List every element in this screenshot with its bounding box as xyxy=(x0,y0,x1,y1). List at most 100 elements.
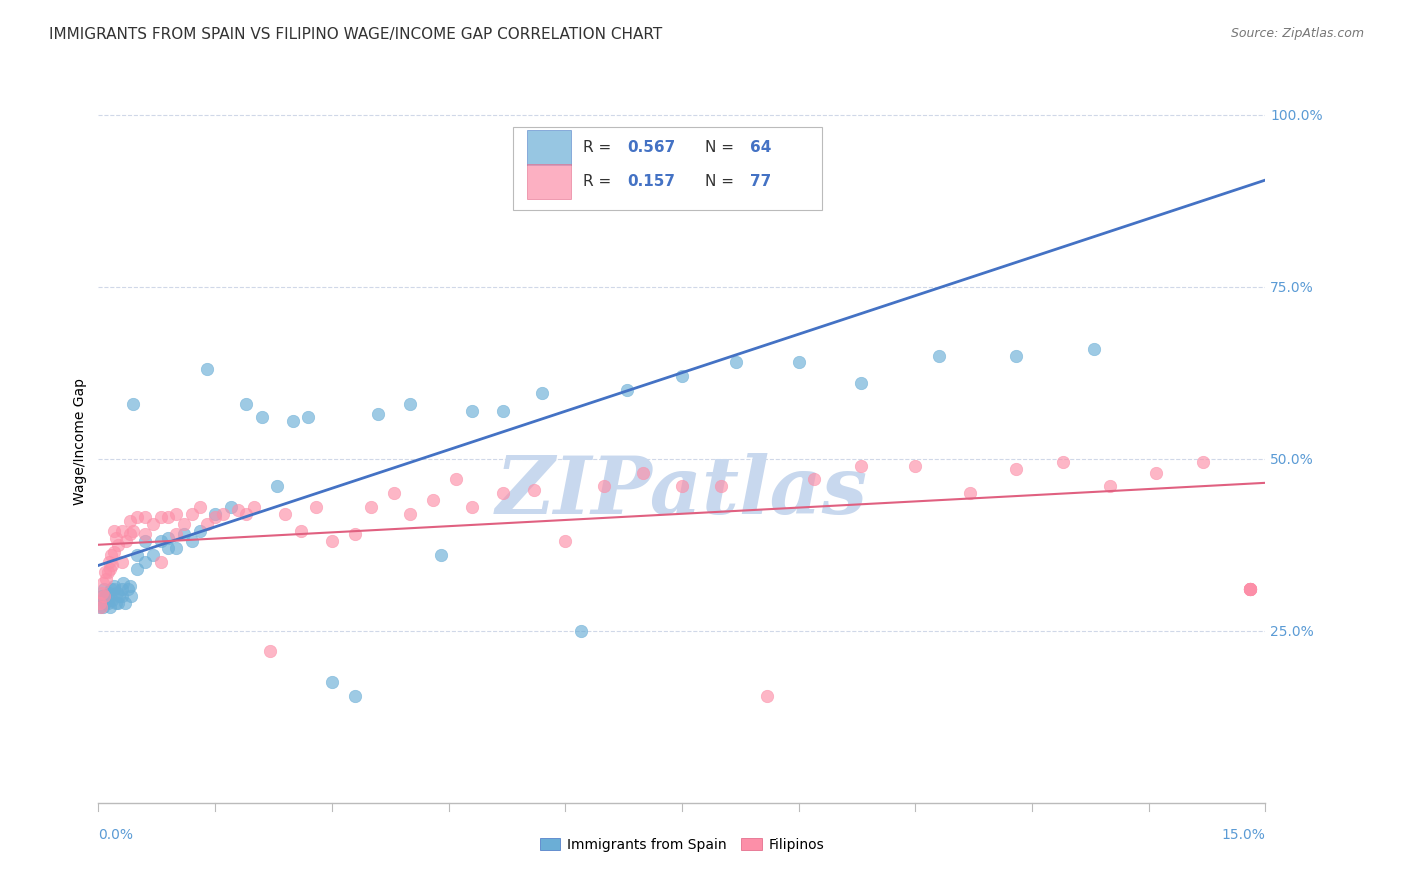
Point xyxy=(93,590,115,604)
Point xyxy=(96,592,118,607)
Point xyxy=(492,486,515,500)
Point xyxy=(530,386,553,401)
Point xyxy=(195,517,218,532)
Point xyxy=(1239,582,1261,597)
Point xyxy=(142,517,165,532)
Point xyxy=(725,355,748,369)
Text: Source: ZipAtlas.com: Source: ZipAtlas.com xyxy=(1230,27,1364,40)
Point xyxy=(928,349,950,363)
Point xyxy=(1192,455,1215,469)
Point xyxy=(134,510,156,524)
Point xyxy=(398,507,420,521)
Point xyxy=(104,531,127,545)
FancyBboxPatch shape xyxy=(513,128,823,211)
Point xyxy=(367,407,389,421)
Point xyxy=(173,517,195,532)
Point xyxy=(250,410,273,425)
Text: IMMIGRANTS FROM SPAIN VS FILIPINO WAGE/INCOME GAP CORRELATION CHART: IMMIGRANTS FROM SPAIN VS FILIPINO WAGE/I… xyxy=(49,27,662,42)
Point xyxy=(1146,466,1168,480)
Point xyxy=(100,548,122,562)
Point xyxy=(127,548,149,562)
Point xyxy=(91,575,114,590)
Text: N =: N = xyxy=(706,174,740,189)
Point xyxy=(360,500,382,514)
Text: 64: 64 xyxy=(749,140,770,155)
Point xyxy=(112,575,135,590)
Point xyxy=(114,534,136,549)
Point xyxy=(243,500,266,514)
Point xyxy=(108,590,131,604)
Point xyxy=(91,586,114,600)
Point xyxy=(89,596,111,610)
Point xyxy=(127,510,149,524)
Point xyxy=(756,689,779,703)
Point xyxy=(103,524,125,538)
Point xyxy=(107,538,129,552)
Point xyxy=(1098,479,1121,493)
Point xyxy=(165,507,187,521)
Point xyxy=(188,500,211,514)
Point xyxy=(297,410,319,425)
Point xyxy=(180,534,202,549)
Point xyxy=(382,486,405,500)
Point xyxy=(212,507,235,521)
Text: R =: R = xyxy=(582,174,616,189)
Point xyxy=(1239,582,1261,597)
Point xyxy=(1052,455,1074,469)
Point xyxy=(103,544,125,558)
Point xyxy=(344,689,367,703)
Point xyxy=(97,555,120,569)
Point xyxy=(122,397,145,411)
Point xyxy=(157,510,180,524)
Text: 0.0%: 0.0% xyxy=(98,828,134,842)
Point xyxy=(118,527,141,541)
Point xyxy=(259,644,281,658)
Point xyxy=(321,675,343,690)
Point xyxy=(204,507,226,521)
Point xyxy=(97,596,120,610)
Point xyxy=(188,524,211,538)
Point xyxy=(103,582,125,597)
Point xyxy=(959,486,981,500)
Point xyxy=(103,579,125,593)
Point xyxy=(1239,582,1261,597)
Point xyxy=(523,483,546,497)
Point xyxy=(305,500,328,514)
Point xyxy=(98,599,121,614)
Point xyxy=(149,510,172,524)
Legend: Immigrants from Spain, Filipinos: Immigrants from Spain, Filipinos xyxy=(534,832,830,857)
Text: N =: N = xyxy=(706,140,740,155)
Point xyxy=(710,479,733,493)
Point xyxy=(461,403,484,417)
Point xyxy=(149,534,172,549)
FancyBboxPatch shape xyxy=(527,130,571,165)
Point xyxy=(165,541,187,556)
Point xyxy=(114,596,136,610)
Point xyxy=(91,590,114,604)
Point xyxy=(429,548,451,562)
Point xyxy=(165,527,187,541)
Point xyxy=(90,592,112,607)
Point xyxy=(118,579,141,593)
Text: 0.567: 0.567 xyxy=(627,140,675,155)
Point xyxy=(93,582,115,597)
Point xyxy=(111,524,134,538)
Point xyxy=(100,582,122,597)
Point xyxy=(117,582,139,597)
Point xyxy=(616,383,638,397)
Point xyxy=(204,510,226,524)
Point xyxy=(101,592,124,607)
Point xyxy=(98,562,121,576)
Point xyxy=(93,566,115,580)
Point xyxy=(321,534,343,549)
Point xyxy=(398,397,420,411)
Point xyxy=(631,466,654,480)
Point xyxy=(281,414,304,428)
Point xyxy=(118,514,141,528)
Point xyxy=(94,590,117,604)
FancyBboxPatch shape xyxy=(527,164,571,199)
Point xyxy=(235,507,257,521)
Text: 0.157: 0.157 xyxy=(627,174,675,189)
Point xyxy=(96,572,118,586)
Point xyxy=(195,362,218,376)
